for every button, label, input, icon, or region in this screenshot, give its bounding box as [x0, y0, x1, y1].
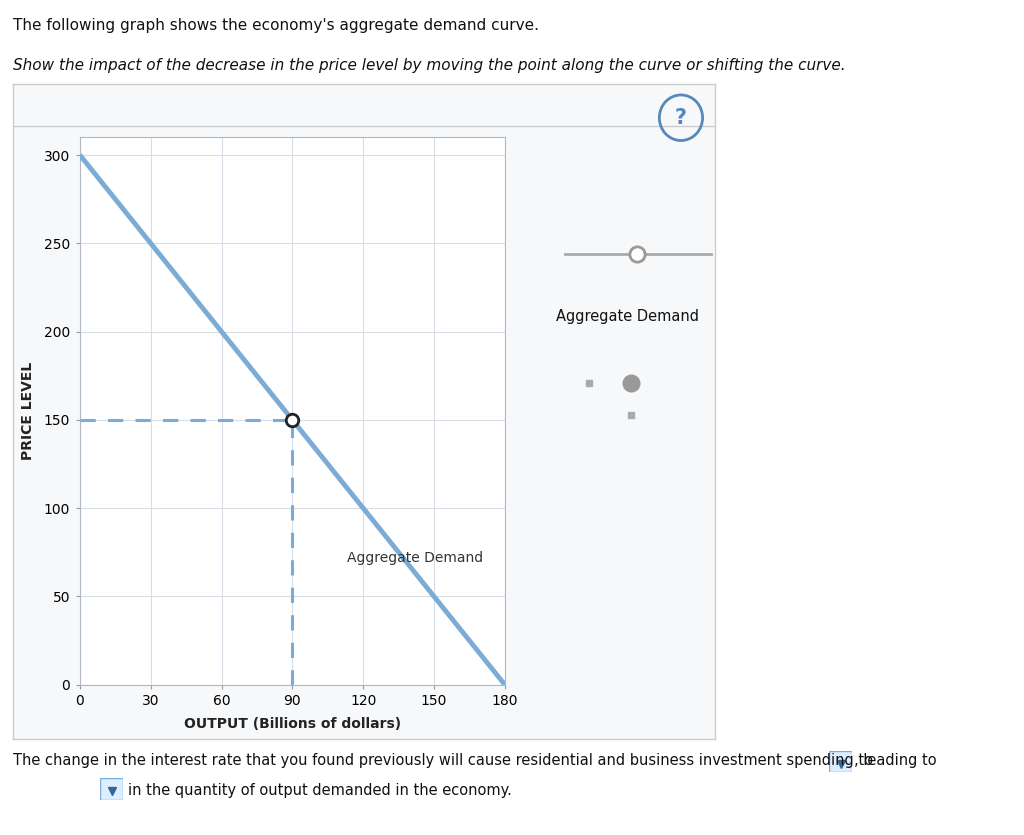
Text: Aggregate Demand: Aggregate Demand [347, 550, 482, 564]
Text: ?: ? [675, 108, 687, 128]
Text: , leading to: , leading to [854, 753, 937, 768]
Text: in the quantity of output demanded in the economy.: in the quantity of output demanded in th… [128, 783, 512, 798]
Text: The change in the interest rate that you found previously will cause residential: The change in the interest rate that you… [13, 753, 873, 768]
Text: Show the impact of the decrease in the price level by moving the point along the: Show the impact of the decrease in the p… [13, 58, 846, 73]
Y-axis label: PRICE LEVEL: PRICE LEVEL [22, 362, 36, 460]
Text: Aggregate Demand: Aggregate Demand [555, 309, 698, 324]
Text: The following graph shows the economy's aggregate demand curve.: The following graph shows the economy's … [13, 18, 540, 33]
X-axis label: OUTPUT (Billions of dollars): OUTPUT (Billions of dollars) [183, 716, 401, 731]
